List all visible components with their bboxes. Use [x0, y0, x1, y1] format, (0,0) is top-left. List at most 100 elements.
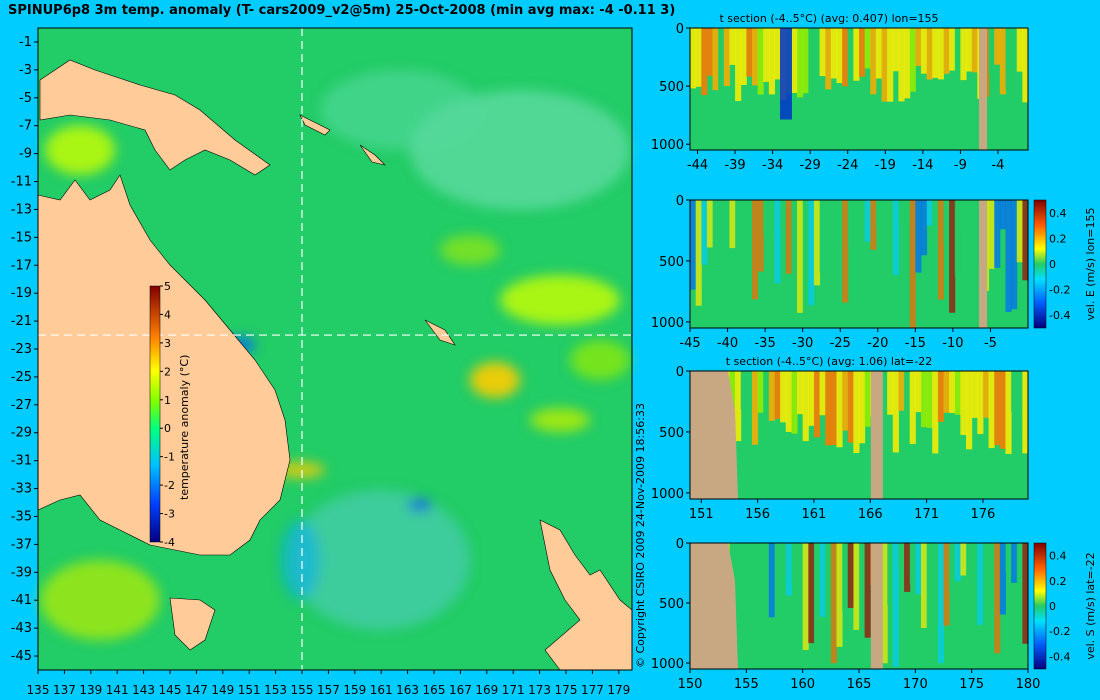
- section-field-strip: [808, 28, 815, 93]
- section-field-strip: [954, 543, 961, 582]
- lat-tick-label: -13: [11, 202, 32, 217]
- lon-tick-label: 141: [106, 683, 129, 697]
- lat-tick-label: -41: [11, 593, 32, 608]
- section-field-strip: [802, 28, 809, 94]
- section-field-strip: [735, 543, 742, 587]
- lat-tick-label: -35: [11, 509, 32, 524]
- section-field-strip: [909, 371, 916, 444]
- section-field-strip: [887, 371, 894, 415]
- section-field-strip: [977, 543, 984, 625]
- section-field-strip: [1022, 28, 1029, 103]
- section-field-strip: [994, 200, 1001, 268]
- section-field-strip: [785, 543, 792, 596]
- lat-tick-label: -25: [11, 370, 32, 385]
- section-field-strip: [830, 200, 837, 315]
- colorbar-tick-label: -1: [164, 451, 175, 464]
- lat-tick-label: -31: [11, 454, 32, 469]
- velocity-colorbar-tick: -0.2: [1049, 625, 1070, 638]
- section-field-strip: [937, 543, 944, 664]
- section-field-strip: [842, 371, 849, 431]
- section-field-strip: [943, 371, 950, 413]
- depth-tick-label: 500: [659, 80, 684, 95]
- section-field-strip: [712, 28, 719, 91]
- lon-tick-label: 145: [159, 683, 182, 697]
- section-field-strip: [1016, 28, 1023, 72]
- copyright-text: © Copyright CSIRO 2009 24-Nov-2009 18:56…: [634, 403, 647, 668]
- x-tick-label: -15: [905, 336, 926, 351]
- x-tick-label: -30: [792, 336, 813, 351]
- lon-tick-label: 153: [264, 683, 287, 697]
- lat-tick-label: -21: [11, 314, 32, 329]
- lat-tick-label: -1: [19, 35, 32, 50]
- lat-tick-label: -11: [11, 175, 32, 190]
- x-tick-label: 180: [1016, 677, 1041, 692]
- section-field-strip: [723, 28, 730, 86]
- x-tick-label: -44: [687, 158, 708, 173]
- section-frame: [689, 370, 1029, 500]
- section-field-strip: [926, 200, 933, 226]
- section-field-strip: [757, 371, 764, 413]
- lon-tick-label: 151: [238, 683, 261, 697]
- section-field-strip: [791, 200, 798, 324]
- depth-tick-label: 0: [676, 194, 684, 209]
- section-field-strip: [977, 371, 984, 435]
- section-field-strip: [875, 28, 883, 79]
- section-field-strip: [706, 28, 714, 76]
- colorbar-tick-label: -2: [164, 479, 175, 492]
- section-field-strip: [712, 200, 719, 298]
- depth-tick-label: 1000: [651, 487, 684, 502]
- lat-tick-label: -45: [11, 649, 32, 664]
- section-field-strip: [802, 543, 809, 651]
- section-field-strip: [695, 28, 702, 87]
- section-field-strip: [768, 371, 775, 421]
- lon-tick-label: 179: [607, 683, 630, 697]
- section-field-strip: [988, 543, 995, 627]
- lon-tick-label: 167: [449, 683, 472, 697]
- section-field-strip: [797, 371, 804, 415]
- section-field-strip: [926, 371, 933, 428]
- section-field-strip: [847, 371, 854, 443]
- section-field-strip: [915, 371, 922, 413]
- section-field-strip: [943, 200, 950, 245]
- section-field-strip: [898, 371, 905, 411]
- section-field-strip: [949, 28, 956, 71]
- lon-tick-label: 171: [502, 683, 525, 697]
- section-field-strip: [825, 28, 832, 90]
- section-field-strip: [797, 200, 804, 313]
- x-tick-label: -19: [875, 158, 896, 173]
- section-field-strip: [999, 28, 1006, 95]
- section-field-strip: [774, 371, 781, 419]
- section-land: [690, 543, 738, 669]
- section-field-strip: [875, 200, 883, 228]
- map-panel: -1-3-5-7-9-11-13-15-17-19-21-23-25-27-29…: [11, 27, 633, 697]
- depth-tick-label: 500: [659, 426, 684, 441]
- section-field-strip: [971, 371, 978, 418]
- section-field-strip: [1022, 200, 1029, 281]
- lat-tick-label: -9: [19, 147, 32, 162]
- section-field-strip: [819, 200, 826, 273]
- section-field-strip: [932, 543, 939, 655]
- lat-tick-label: -27: [11, 398, 32, 413]
- lat-tick-label: -33: [11, 482, 32, 497]
- section-field-strip: [690, 200, 697, 290]
- section-field-strip: [988, 371, 995, 449]
- section-field-strip: [825, 200, 832, 295]
- section-field-strip: [763, 28, 770, 82]
- section-field-strip: [740, 543, 747, 628]
- section-field-strip: [870, 200, 877, 250]
- lon-tick-label: 163: [396, 683, 419, 697]
- section-field-strip: [780, 200, 787, 229]
- section-field-strip: [943, 28, 950, 74]
- section-field-strip: [836, 543, 843, 647]
- section-field-strip: [999, 371, 1006, 449]
- section-field-strip: [932, 371, 939, 454]
- section-field-strip: [768, 200, 775, 309]
- colorbar-tick-label: 2: [164, 365, 171, 378]
- velocity-colorbar-tick: 0.4: [1049, 207, 1067, 220]
- section-field-strip: [723, 200, 730, 253]
- section-field-strip: [842, 200, 849, 303]
- section-field-strip: [954, 28, 961, 76]
- section-field-strip: [954, 371, 961, 415]
- section-field-strip: [830, 543, 837, 664]
